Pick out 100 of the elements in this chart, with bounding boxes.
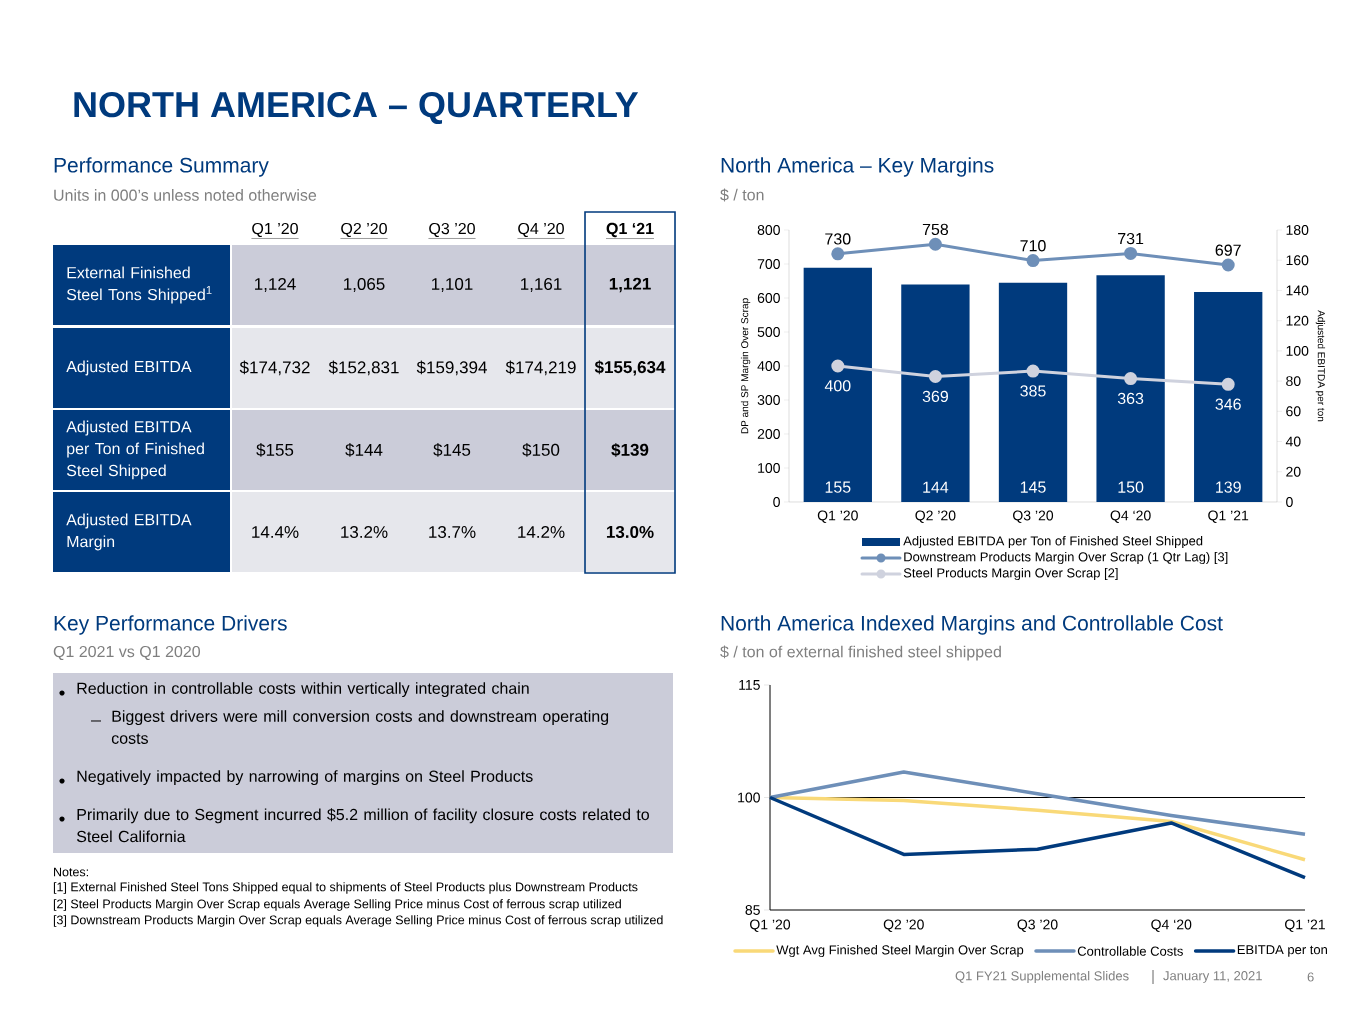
chart-subtitle: $ / ton of external finished steel shipped — [720, 645, 1001, 661]
data-label: 731 — [1118, 232, 1144, 245]
legend-label: Downstream Products Margin Over Scrap (1 Qtr Lag) [3] — [904, 551, 1228, 565]
text: Biggest drivers were mill conversion costs and downstream operating costs — [111, 710, 609, 744]
text: Performance Summary — [54, 157, 269, 177]
x-tick-label: Q2 ’20 — [883, 919, 924, 932]
text: 6 — [1307, 972, 1314, 982]
text: [3] Downstream Products Margin Over Scrap equals Average Selling Price minus Cost of ferrous scrap utilized — [53, 915, 663, 927]
point — [831, 359, 845, 373]
point — [1221, 377, 1235, 391]
x-tick-label: Q4 ‘20 — [1110, 510, 1151, 523]
text: $150 — [522, 443, 560, 457]
y-tick-label: 700 — [757, 259, 780, 269]
point — [1124, 372, 1138, 386]
category-label: Adjusted EBITDA — [66, 360, 192, 376]
data-label: 385 — [1020, 385, 1046, 397]
y2-axis-title: Adjusted EBITDA per ton — [1315, 310, 1326, 422]
text: $144 — [345, 443, 383, 457]
y2-tick-label: 40 — [1285, 436, 1301, 447]
y2-tick-label: 140 — [1286, 285, 1309, 296]
text: Reduction in controllable costs within vertically integrated chain — [77, 682, 529, 698]
point — [1026, 364, 1040, 378]
y-tick-label: 85 — [745, 905, 760, 915]
y-tick-label: 100 — [738, 792, 760, 803]
data-label: 145 — [1020, 481, 1046, 493]
y2-tick-label: 20 — [1286, 466, 1301, 477]
bar — [803, 267, 872, 502]
data-label: 697 — [1215, 244, 1241, 256]
y-tick-label: 100 — [758, 463, 780, 473]
text: Q1 2021 vs Q1 2020 — [53, 645, 201, 661]
data-label: 155 — [825, 481, 851, 493]
y2-tick-label: 60 — [1286, 406, 1301, 417]
data-label: 758 — [922, 223, 949, 236]
text: $174,732 — [239, 360, 310, 376]
y2-tick-label: 0 — [1286, 497, 1293, 507]
y2-tick-label: 80 — [1286, 376, 1301, 387]
category-label: Q3 ’20 — [429, 222, 475, 238]
x-tick-label: Q2 ’20 — [915, 510, 956, 523]
text: $155 — [256, 443, 294, 457]
text: NORTH AMERICA – QUARTERLY — [74, 91, 639, 125]
text: 1,065 — [344, 277, 385, 293]
chart-title: North America Indexed Margins and Controllable Cost — [721, 615, 1223, 635]
data-label: 363 — [1117, 392, 1144, 405]
bar — [998, 282, 1068, 502]
text: 13.0% — [606, 525, 654, 539]
x-tick-label: Q1 ’21 — [1208, 510, 1249, 523]
text: 1,124 — [255, 277, 296, 293]
data-label: 139 — [1216, 481, 1241, 493]
data-label: 144 — [923, 481, 949, 493]
text: 1,121 — [609, 277, 651, 293]
y2-tick-label: 160 — [1286, 255, 1309, 266]
category-label: Q1 ‘21 — [606, 222, 654, 238]
x-tick-label: Q1 ’21 — [1285, 919, 1325, 932]
chart-subtitle: $ / ton — [720, 188, 764, 202]
legend-label: Steel Products Margin Over Scrap [2] — [903, 567, 1118, 581]
x-tick-label: Q1 ’20 — [817, 510, 858, 523]
y-tick-label: 115 — [739, 680, 760, 690]
text: $145 — [433, 443, 471, 457]
text: Q1 FY21 Supplemental Slides — [955, 970, 1129, 984]
y-tick-label: 0 — [773, 497, 780, 507]
x-tick-label: Q1 ’20 — [750, 919, 791, 932]
data-label: 369 — [922, 390, 948, 403]
x-tick-label: Q3 ’20 — [1013, 510, 1054, 523]
category-label: Q4 ’20 — [518, 222, 564, 238]
y-tick-label: 600 — [757, 293, 780, 303]
point — [1124, 246, 1138, 260]
y-tick-label: 800 — [757, 225, 780, 235]
category-label: Adjusted EBITDA per Ton of Finished Steel Shipped — [66, 420, 204, 480]
point — [1026, 254, 1040, 268]
text: $152,831 — [328, 360, 399, 376]
y2-tick-label: 180 — [1286, 225, 1309, 235]
text: 14.4% — [252, 526, 299, 538]
data-label: 150 — [1118, 481, 1144, 493]
text: $139 — [611, 443, 649, 457]
category-label: Q2 ’20 — [341, 222, 387, 238]
text: Primarily due to Segment incurred $5.2 million of facility closure costs related to Steel California — [76, 808, 649, 843]
text: Units in 000’s unless noted otherwise — [54, 189, 317, 201]
text: $155,634 — [594, 360, 666, 376]
legend-label: EBITDA per ton — [1237, 945, 1327, 957]
category-label: External Finished Steel Tons Shipped$^{1}$ — [66, 266, 212, 304]
legend-label: Controllable Costs — [1077, 946, 1183, 956]
category-label: Adjusted EBITDA Margin — [66, 513, 192, 551]
line-series — [768, 795, 1307, 880]
chart-title: North America – Key Margins — [721, 157, 994, 177]
category-label: Q1 ’20 — [252, 222, 298, 238]
point — [928, 237, 942, 251]
line-series — [768, 770, 1307, 836]
y-tick-label: 400 — [757, 361, 780, 371]
text: January 11, 2021 — [1163, 971, 1262, 983]
text: Notes: — [54, 867, 88, 877]
x-tick-label: Q3 ’20 — [1017, 919, 1058, 932]
y2-tick-label: 100 — [1286, 345, 1309, 356]
point — [831, 247, 845, 261]
text: [1] External Finished Steel Tons Shipped equal to shipments of Steel Products plus Downstream Products — [53, 882, 638, 894]
data-label: 400 — [824, 380, 851, 392]
x-tick-label: Q4 ‘20 — [1151, 919, 1192, 932]
text: [2] Steel Products Margin Over Scrap equals Average Selling Price minus Cost of ferrous scrap utilized — [53, 899, 621, 911]
point — [1221, 258, 1235, 272]
text: $159,394 — [416, 360, 487, 376]
point — [928, 370, 942, 384]
